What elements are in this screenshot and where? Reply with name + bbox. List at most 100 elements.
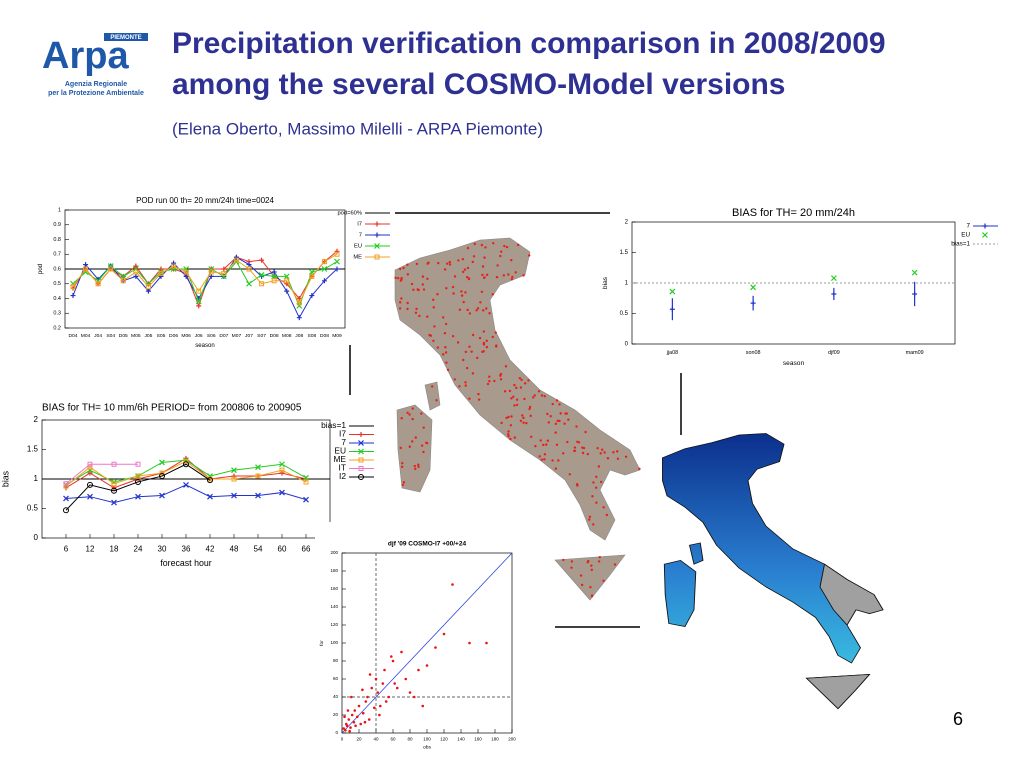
point (350, 695, 353, 699)
point (390, 655, 393, 658)
y-tick-label: 140 (330, 604, 338, 609)
station-dot (612, 451, 615, 454)
marker (135, 478, 141, 485)
station-dot (398, 267, 402, 271)
point (352, 720, 356, 724)
station-dot (485, 307, 488, 310)
station-dot (523, 382, 527, 385)
station-dot (483, 256, 486, 259)
marker (196, 303, 202, 309)
station-dot (510, 397, 513, 400)
station-dot (400, 465, 404, 469)
station-dot (515, 386, 518, 390)
point (345, 724, 349, 728)
chart-title: POD run 00 th= 20 mm/24h time=0024 (136, 196, 274, 205)
x-tick-label: 120 (440, 736, 448, 741)
point (387, 695, 391, 699)
station-dot (420, 444, 424, 447)
station-dot (408, 413, 411, 416)
station-dot (592, 481, 595, 484)
legend-label: 7 (359, 233, 362, 239)
station-dot (573, 449, 576, 453)
station-dot (496, 264, 499, 267)
x-tick-label: 140 (457, 736, 465, 741)
marker (334, 248, 340, 254)
marker (358, 432, 364, 437)
logo-line: Agenzia Regionale (65, 81, 127, 88)
station-dot (510, 415, 513, 418)
x-tick-label: J04 (94, 333, 102, 339)
station-dot (615, 450, 619, 453)
point (434, 646, 437, 649)
y-tick-label: 60 (333, 676, 339, 681)
y-tick-label: 0.4 (53, 296, 61, 302)
marker (271, 278, 277, 284)
marker (158, 273, 164, 279)
series-line (72, 256, 338, 319)
station-dot (414, 311, 418, 315)
station-dot (528, 405, 532, 409)
point (391, 659, 395, 663)
x-tick-label: M07 (232, 333, 242, 339)
station-dot (495, 275, 499, 279)
marker (145, 284, 151, 290)
y-tick-label: 0 (335, 730, 338, 735)
marker (246, 262, 252, 268)
station-dot (477, 398, 481, 401)
x-tick-label: M08 (282, 333, 292, 339)
station-dot (484, 246, 487, 249)
point (364, 700, 368, 703)
station-dot (485, 273, 489, 277)
marker (158, 270, 164, 276)
logo-band (104, 33, 148, 41)
x-tick-label: 60 (390, 736, 396, 741)
station-dot (436, 346, 440, 349)
station-dot (605, 513, 609, 517)
station-dot (468, 397, 471, 400)
marker (70, 293, 76, 299)
station-dot (452, 292, 455, 295)
station-dot (499, 374, 502, 377)
map-regions-grey (805, 563, 884, 710)
station-dot (511, 275, 514, 279)
x-tick-label: D08 (270, 333, 279, 339)
legend-label: EU (354, 244, 362, 250)
station-dot (504, 365, 508, 368)
station-dot (592, 523, 595, 526)
station-dot (564, 412, 567, 415)
station-dot (465, 366, 469, 370)
marker (108, 266, 114, 272)
station-dot (400, 417, 403, 420)
marker (358, 466, 364, 471)
marker (284, 288, 290, 294)
y-axis-label: for (319, 640, 325, 646)
marker (135, 493, 141, 500)
station-dot (475, 309, 478, 312)
station-dot (514, 271, 517, 274)
x-tick-label: 40 (373, 736, 379, 741)
x-tick-label: S04 (106, 333, 115, 339)
x-tick-label: 100 (423, 736, 431, 741)
x-axis-label: obs (423, 745, 431, 751)
station-dot (507, 415, 510, 419)
station-dot (417, 465, 420, 469)
marker (135, 473, 141, 479)
marker (309, 293, 315, 299)
x-tick-label: 30 (158, 544, 167, 553)
station-dot (515, 403, 519, 407)
x-tick-label: J08 (295, 333, 303, 339)
station-dot (478, 336, 482, 340)
point (367, 718, 371, 721)
station-dot (466, 246, 470, 250)
marker (283, 273, 290, 280)
marker (358, 440, 364, 446)
x-tick-label: S06 (207, 333, 216, 339)
x-tick-label: J05 (144, 333, 152, 339)
station-dot (507, 430, 510, 433)
station-dot (485, 345, 489, 349)
legend-label: bias=1 (321, 420, 346, 430)
marker (321, 266, 328, 272)
legend-label: bias=1 (951, 241, 970, 248)
marker (133, 263, 139, 269)
x-tick-label: M06 (181, 333, 191, 339)
